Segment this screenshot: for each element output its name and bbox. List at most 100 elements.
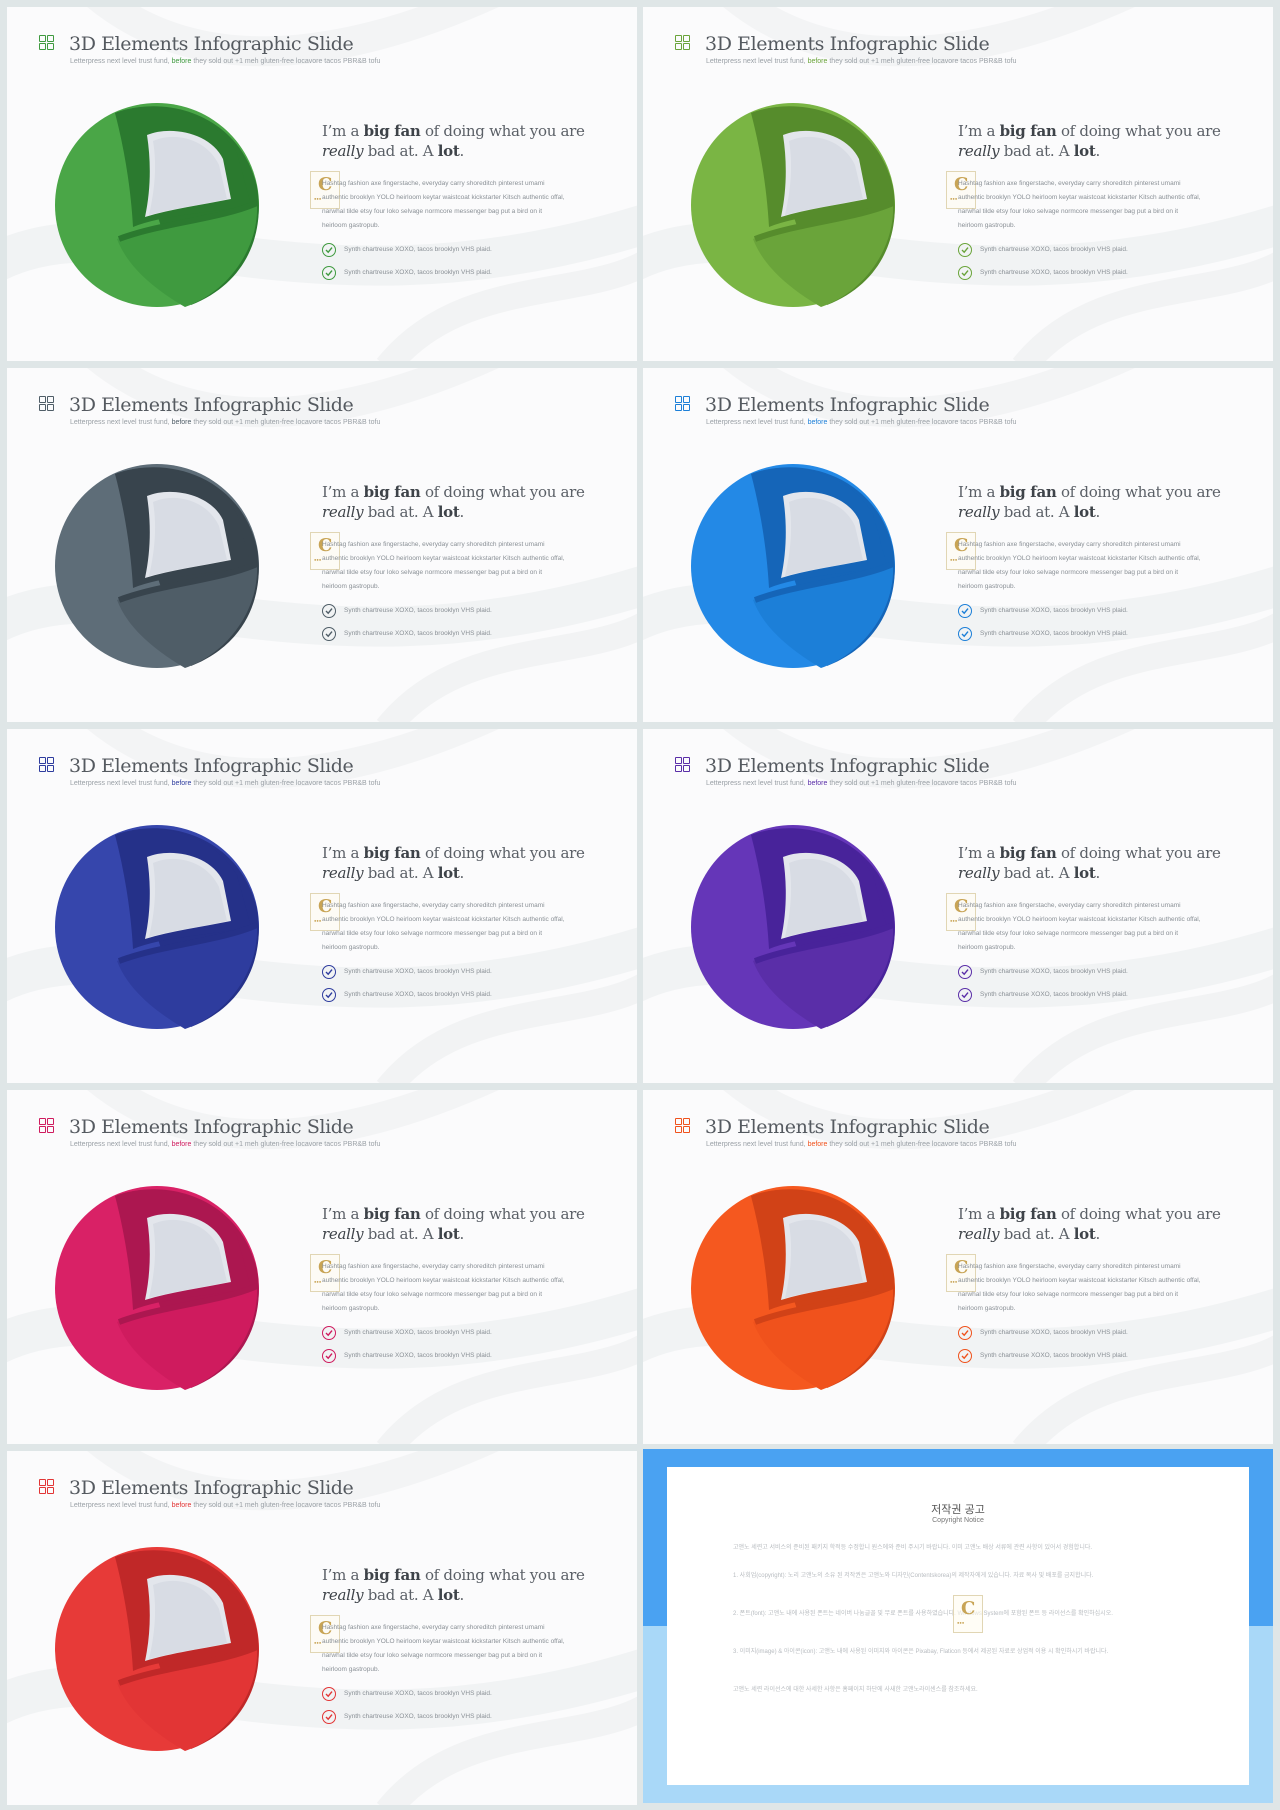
slide-thumbnail-red[interactable]: 3D Elements Infographic Slide Letterpres… bbox=[7, 1451, 637, 1805]
copyright-subtitle: Copyright Notice bbox=[932, 1517, 984, 1524]
check-item: Synth chartreuse XOXO, tacos brooklyn VH… bbox=[958, 266, 1218, 282]
copyright-paragraph: 1. 사회업(copyright): 노리 고앤노의 소유 된 저작권은 고앤노… bbox=[733, 1573, 1094, 1579]
check-item: Synth chartreuse XOXO, tacos brooklyn VH… bbox=[322, 627, 582, 643]
watermark-logo: C ●●● bbox=[310, 893, 340, 931]
slide-body-text: Hashtag fashion axe fingerstache, everyd… bbox=[958, 180, 1201, 229]
check-item: Synth chartreuse XOXO, tacos brooklyn VH… bbox=[958, 965, 1218, 981]
copyright-paragraph: 고앤노 세련 라이선스에 대한 사세한 사항은 홈페이지 하단에 사새한 고앤노… bbox=[733, 1687, 978, 1693]
watermark-logo: C ●●● bbox=[946, 893, 976, 931]
grid-icon bbox=[39, 396, 55, 412]
sphere-cutaway-graphic bbox=[55, 1186, 259, 1390]
copyright-paragraph: 2. 폰트(font): 고앤노 내에 사용된 폰트는 네이버 나눔글꼴 및 무… bbox=[733, 1611, 1113, 1617]
subtitle-highlight: before bbox=[171, 1141, 192, 1148]
slide-subtitle: Letterpress next level trust fund, befor… bbox=[70, 419, 381, 426]
slide-thumbnail-lime[interactable]: 3D Elements Infographic Slide Letterpres… bbox=[643, 7, 1273, 361]
slide-headline: I’m a big fan of doing what you are real… bbox=[322, 122, 585, 160]
watermark-logo: C ●●● bbox=[946, 532, 976, 570]
watermark-logo: C ●●● bbox=[946, 171, 976, 209]
sphere-cutaway-graphic bbox=[691, 103, 895, 307]
slide-body-text: Hashtag fashion axe fingerstache, everyd… bbox=[322, 180, 565, 229]
slide-headline: I’m a big fan of doing what you are real… bbox=[958, 122, 1221, 160]
slide-body-text: Hashtag fashion axe fingerstache, everyd… bbox=[322, 902, 565, 951]
slide-body-text: Hashtag fashion axe fingerstache, everyd… bbox=[958, 902, 1201, 951]
slide-title: 3D Elements Infographic Slide bbox=[69, 1477, 354, 1499]
subtitle-highlight: before bbox=[171, 1502, 192, 1509]
sphere-cutaway-graphic bbox=[691, 1186, 895, 1390]
checkmark-icon bbox=[322, 1349, 336, 1363]
checkmark-icon bbox=[958, 965, 972, 979]
sphere-cutaway-graphic bbox=[691, 825, 895, 1029]
check-item: Synth chartreuse XOXO, tacos brooklyn VH… bbox=[958, 627, 1218, 643]
sphere-cutaway-graphic bbox=[55, 1547, 259, 1751]
slide-title: 3D Elements Infographic Slide bbox=[69, 394, 354, 416]
check-item: Synth chartreuse XOXO, tacos brooklyn VH… bbox=[322, 965, 582, 981]
check-item: Synth chartreuse XOXO, tacos brooklyn VH… bbox=[322, 604, 582, 620]
grid-icon bbox=[39, 1118, 55, 1134]
checkmark-icon bbox=[322, 243, 336, 257]
grid-icon bbox=[675, 1118, 691, 1134]
checkmark-icon bbox=[958, 988, 972, 1002]
grid-icon bbox=[675, 396, 691, 412]
check-item: Synth chartreuse XOXO, tacos brooklyn VH… bbox=[958, 988, 1218, 1004]
checkmark-icon bbox=[322, 988, 336, 1002]
sphere-cutaway-graphic bbox=[55, 825, 259, 1029]
grid-icon bbox=[39, 35, 55, 51]
slide-body-text: Hashtag fashion axe fingerstache, everyd… bbox=[958, 541, 1201, 590]
slide-headline: I’m a big fan of doing what you are real… bbox=[322, 1205, 585, 1243]
check-item: Synth chartreuse XOXO, tacos brooklyn VH… bbox=[322, 1710, 582, 1726]
copyright-notice-slide[interactable]: 저작권 공고 Copyright Notice 고앤노 세련고 서비스의 준비된… bbox=[643, 1449, 1273, 1803]
checkmark-icon bbox=[958, 243, 972, 257]
slide-title: 3D Elements Infographic Slide bbox=[69, 1116, 354, 1138]
slide-headline: I’m a big fan of doing what you are real… bbox=[958, 483, 1221, 521]
copyright-title: 저작권 공고 bbox=[931, 1504, 985, 1516]
subtitle-highlight: before bbox=[807, 780, 828, 787]
watermark-logo: C ●●● bbox=[310, 532, 340, 570]
checkmark-icon bbox=[322, 965, 336, 979]
slide-title: 3D Elements Infographic Slide bbox=[69, 755, 354, 777]
slide-thumbnail-blue[interactable]: 3D Elements Infographic Slide Letterpres… bbox=[643, 368, 1273, 722]
slide-body-text: Hashtag fashion axe fingerstache, everyd… bbox=[958, 1263, 1201, 1312]
slide-headline: I’m a big fan of doing what you are real… bbox=[322, 844, 585, 882]
check-item: Synth chartreuse XOXO, tacos brooklyn VH… bbox=[322, 266, 582, 282]
check-item: Synth chartreuse XOXO, tacos brooklyn VH… bbox=[958, 1326, 1218, 1342]
slide-thumbnail-slate[interactable]: 3D Elements Infographic Slide Letterpres… bbox=[7, 368, 637, 722]
subtitle-highlight: before bbox=[171, 58, 192, 65]
watermark-logo: C ●●● bbox=[953, 1595, 983, 1633]
checkmark-icon bbox=[322, 1687, 336, 1701]
slide-thumbnail-indigo[interactable]: 3D Elements Infographic Slide Letterpres… bbox=[7, 729, 637, 1083]
check-item: Synth chartreuse XOXO, tacos brooklyn VH… bbox=[958, 604, 1218, 620]
checkmark-icon bbox=[322, 1710, 336, 1724]
slide-thumbnail-orange[interactable]: 3D Elements Infographic Slide Letterpres… bbox=[643, 1090, 1273, 1444]
slide-headline: I’m a big fan of doing what you are real… bbox=[958, 1205, 1221, 1243]
checkmark-icon bbox=[958, 627, 972, 641]
slide-headline: I’m a big fan of doing what you are real… bbox=[958, 844, 1221, 882]
check-item: Synth chartreuse XOXO, tacos brooklyn VH… bbox=[322, 1687, 582, 1703]
slide-title: 3D Elements Infographic Slide bbox=[705, 394, 990, 416]
slide-title: 3D Elements Infographic Slide bbox=[705, 33, 990, 55]
slide-thumbnail-purple[interactable]: 3D Elements Infographic Slide Letterpres… bbox=[643, 729, 1273, 1083]
check-item: Synth chartreuse XOXO, tacos brooklyn VH… bbox=[958, 1349, 1218, 1365]
slide-body-text: Hashtag fashion axe fingerstache, everyd… bbox=[322, 541, 565, 590]
slide-subtitle: Letterpress next level trust fund, befor… bbox=[70, 1141, 381, 1148]
subtitle-highlight: before bbox=[171, 419, 192, 426]
checkmark-icon bbox=[322, 266, 336, 280]
check-item: Synth chartreuse XOXO, tacos brooklyn VH… bbox=[322, 1349, 582, 1365]
grid-icon bbox=[39, 757, 55, 773]
sphere-cutaway-graphic bbox=[55, 464, 259, 668]
sphere-cutaway-graphic bbox=[55, 103, 259, 307]
subtitle-highlight: before bbox=[807, 58, 828, 65]
slide-title: 3D Elements Infographic Slide bbox=[705, 1116, 990, 1138]
checkmark-icon bbox=[322, 1326, 336, 1340]
slide-subtitle: Letterpress next level trust fund, befor… bbox=[70, 780, 381, 787]
slide-subtitle: Letterpress next level trust fund, befor… bbox=[706, 780, 1017, 787]
slide-title: 3D Elements Infographic Slide bbox=[705, 755, 990, 777]
slide-body-text: Hashtag fashion axe fingerstache, everyd… bbox=[322, 1624, 565, 1673]
check-item: Synth chartreuse XOXO, tacos brooklyn VH… bbox=[322, 243, 582, 259]
slide-body-text: Hashtag fashion axe fingerstache, everyd… bbox=[322, 1263, 565, 1312]
copyright-card: 저작권 공고 Copyright Notice 고앤노 세련고 서비스의 준비된… bbox=[667, 1467, 1249, 1785]
slide-thumbnail-green[interactable]: 3D Elements Infographic Slide Letterpres… bbox=[7, 7, 637, 361]
check-item: Synth chartreuse XOXO, tacos brooklyn VH… bbox=[958, 243, 1218, 259]
slide-thumbnail-magenta[interactable]: 3D Elements Infographic Slide Letterpres… bbox=[7, 1090, 637, 1444]
grid-icon bbox=[675, 35, 691, 51]
